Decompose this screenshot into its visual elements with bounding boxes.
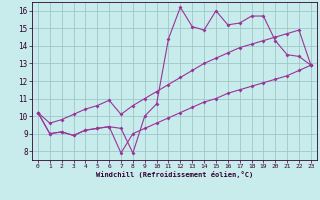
X-axis label: Windchill (Refroidissement éolien,°C): Windchill (Refroidissement éolien,°C): [96, 171, 253, 178]
